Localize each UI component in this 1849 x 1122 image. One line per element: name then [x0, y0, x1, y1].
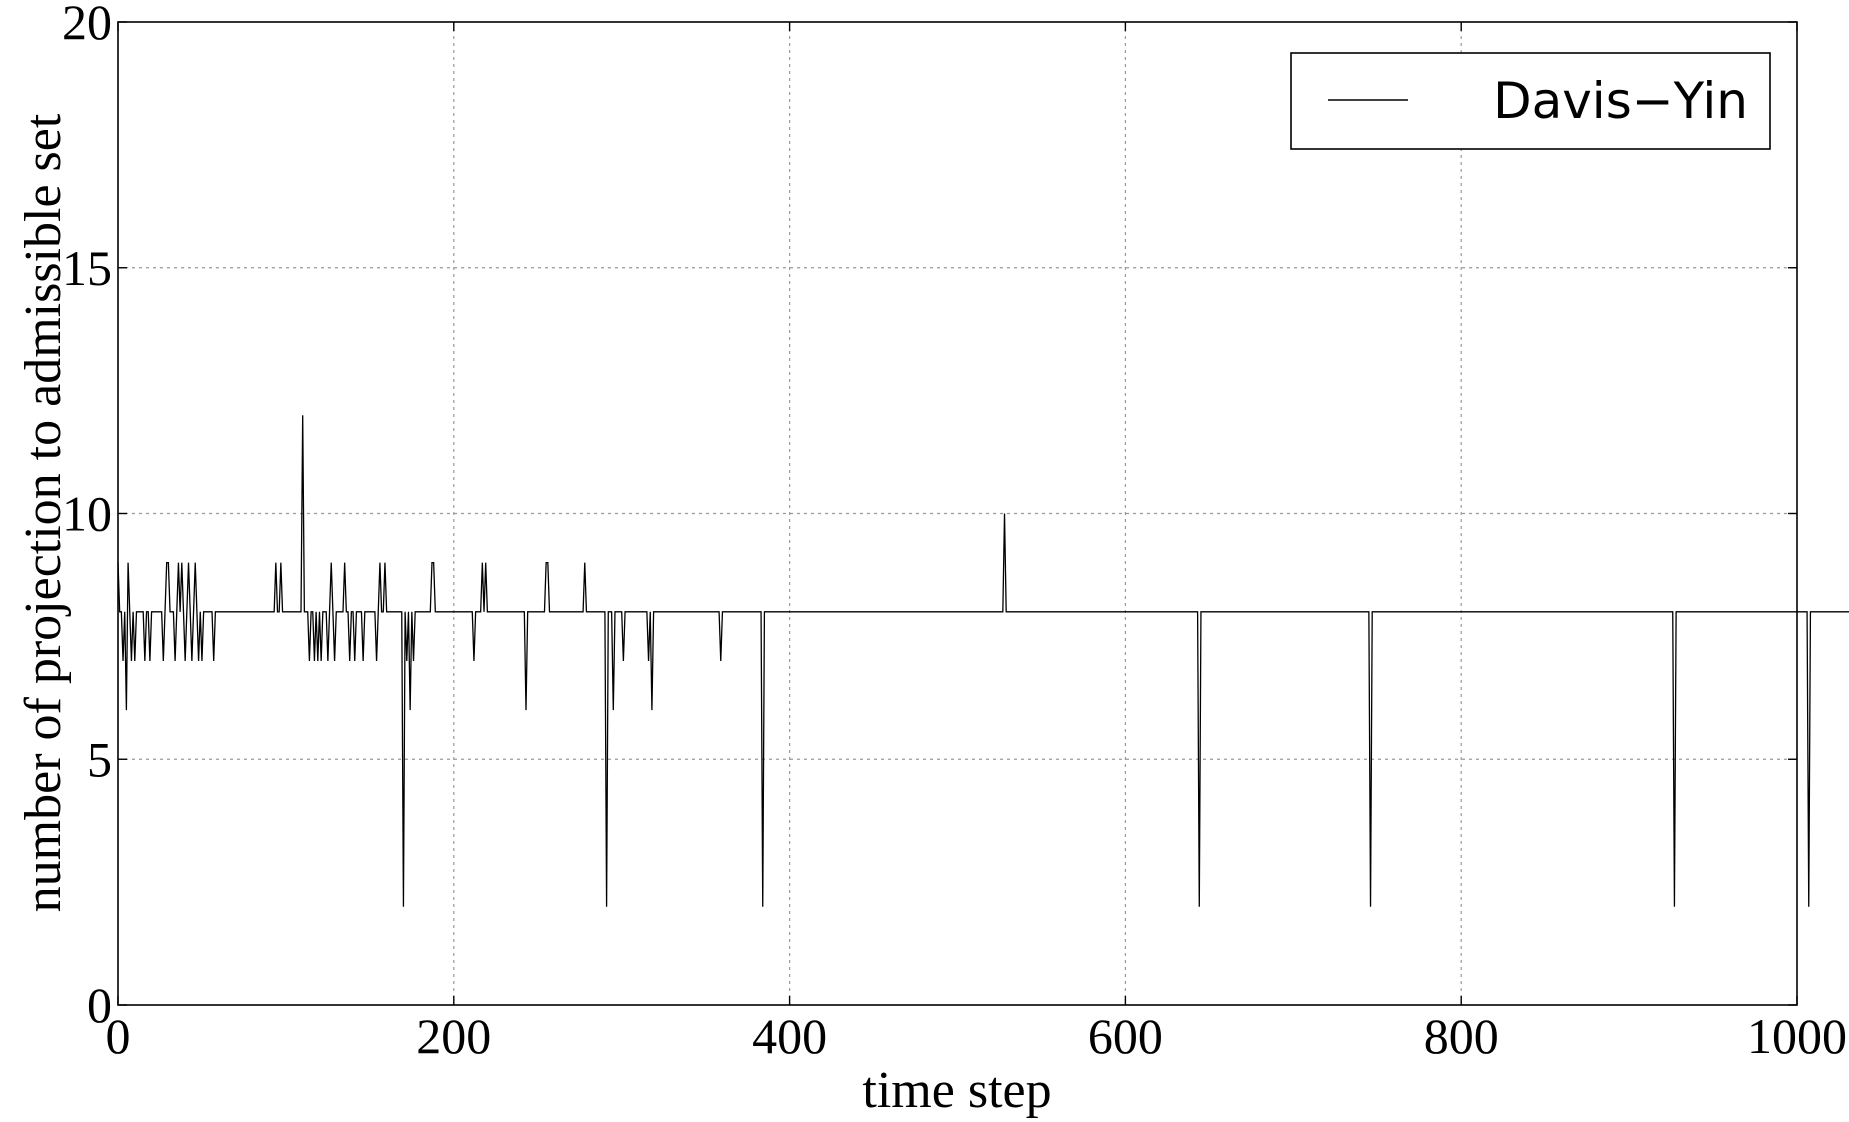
y-axis-title: number of projection to admissible set	[15, 113, 72, 912]
plot-background	[118, 22, 1797, 1005]
series-line	[117, 415, 1849, 907]
x-tick-label: 600	[1088, 1008, 1163, 1064]
y-tick-label: 15	[62, 240, 112, 296]
x-tick-label: 0	[106, 1008, 131, 1064]
x-tick-label: 800	[1424, 1008, 1499, 1064]
legend: Davis−Yin	[1290, 52, 1771, 150]
x-axis-title: time step	[862, 1062, 1051, 1119]
y-tick-label: 5	[87, 731, 112, 787]
series-layer	[117, 415, 1849, 907]
tick-labels: 0 200 400 600 800 1000 0 5 10 15 20	[62, 0, 1847, 1064]
x-tick-label: 200	[416, 1008, 491, 1064]
y-tick-label: 0	[87, 977, 112, 1033]
x-tick-label: 1000	[1747, 1008, 1847, 1064]
grid-lines	[118, 22, 1797, 1005]
tick-marks	[117, 21, 1798, 1006]
x-tick-label: 400	[752, 1008, 827, 1064]
y-tick-label: 10	[62, 486, 112, 542]
y-tick-label: 20	[62, 0, 112, 50]
legend-label: Davis−Yin	[1493, 72, 1748, 130]
legend-box	[1290, 52, 1771, 150]
